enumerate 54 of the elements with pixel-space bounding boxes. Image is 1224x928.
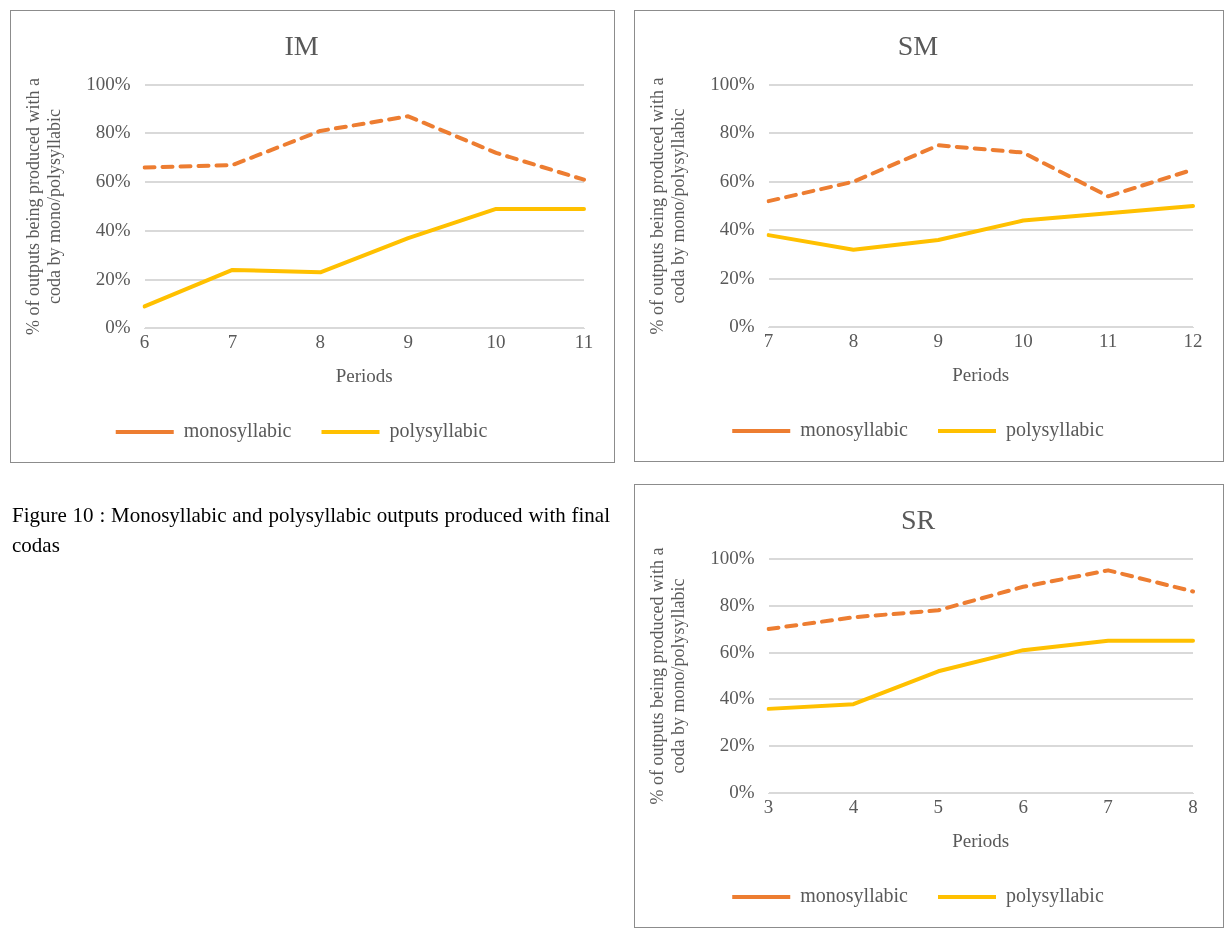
chart-title: IM bbox=[284, 30, 319, 62]
x-tick-label: 10 bbox=[1013, 329, 1033, 351]
legend-label: polysyllabic bbox=[1006, 418, 1104, 442]
x-tick-label: 8 bbox=[1188, 795, 1198, 817]
y-tick-label: 0% bbox=[729, 315, 755, 337]
y-tick-label: 40% bbox=[719, 218, 755, 240]
x-tick-label: 9 bbox=[403, 330, 413, 352]
x-tick-label: 8 bbox=[848, 329, 859, 351]
caption: Figure 10 : Monosyllabic and polysyllabic outputs produced with final codas bbox=[12, 502, 610, 559]
y-tick-label: 20% bbox=[719, 734, 755, 756]
y-tick-label: 80% bbox=[95, 121, 131, 143]
x-tick-label: 7 bbox=[1103, 795, 1113, 817]
y-tick-label: 60% bbox=[95, 170, 131, 192]
x-tick-label: 9 bbox=[933, 329, 944, 351]
x-tick-label: 12 bbox=[1183, 329, 1203, 351]
x-axis-title: Periods bbox=[952, 363, 1010, 385]
legend-label: polysyllabic bbox=[1006, 884, 1104, 908]
y-tick-label: 100% bbox=[710, 72, 755, 94]
y-axis-title: % of outputs being produced with a coda by mono/polysyllabic bbox=[646, 77, 689, 335]
y-tick-label: 20% bbox=[95, 267, 131, 289]
y-axis-title: % of outputs being produced with a coda by mono/polysyllabic bbox=[22, 78, 65, 335]
x-tick-label: 7 bbox=[227, 330, 238, 352]
y-tick-label: 60% bbox=[719, 640, 755, 662]
x-axis-title: Periods bbox=[335, 364, 393, 386]
y-tick-label: 40% bbox=[95, 218, 131, 240]
x-tick-label: 8 bbox=[315, 330, 326, 352]
x-tick-label: 6 bbox=[139, 330, 150, 352]
y-tick-label: 0% bbox=[105, 316, 131, 338]
y-tick-label: 100% bbox=[86, 72, 131, 94]
chart-title: SR bbox=[900, 504, 936, 536]
x-tick-label: 10 bbox=[486, 330, 506, 352]
legend-label: monosyllabic bbox=[800, 418, 909, 442]
x-tick-label: 6 bbox=[1018, 795, 1028, 817]
y-tick-label: 80% bbox=[719, 593, 755, 615]
x-tick-label: 11 bbox=[574, 330, 594, 352]
y-tick-label: 40% bbox=[719, 687, 755, 709]
y-tick-label: 20% bbox=[719, 266, 755, 288]
line-series bbox=[766, 568, 1195, 632]
legend-label: monosyllabic bbox=[183, 419, 292, 443]
x-tick-label: 7 bbox=[763, 329, 774, 351]
x-tick-label: 11 bbox=[1098, 329, 1118, 351]
line-series bbox=[142, 114, 586, 182]
y-tick-label: 100% bbox=[710, 546, 755, 568]
y-tick-label: 80% bbox=[719, 121, 755, 143]
y-tick-label: 0% bbox=[729, 781, 755, 803]
y-axis-title: % of outputs being produced with a coda by mono/polysyllabic bbox=[646, 547, 689, 805]
x-tick-label: 4 bbox=[848, 795, 859, 817]
x-tick-label: 5 bbox=[933, 795, 944, 817]
legend-label: monosyllabic bbox=[800, 884, 909, 908]
chart-title: SM bbox=[897, 30, 939, 62]
x-tick-label: 3 bbox=[763, 795, 774, 817]
x-axis-title: Periods bbox=[952, 829, 1010, 851]
y-tick-label: 60% bbox=[719, 169, 755, 191]
legend-label: polysyllabic bbox=[389, 419, 488, 443]
